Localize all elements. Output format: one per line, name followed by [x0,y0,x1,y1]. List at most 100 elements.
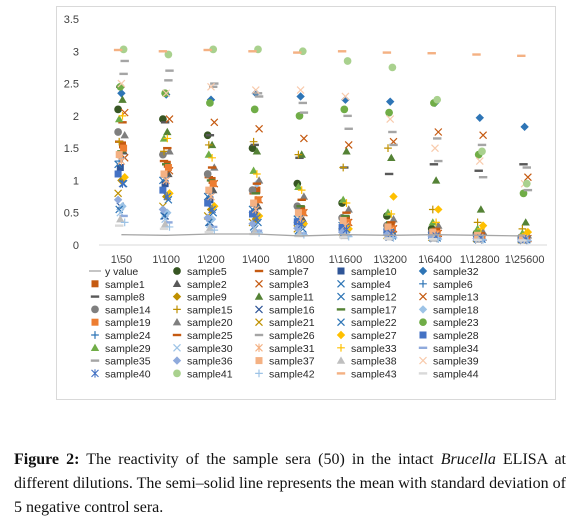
data-point [158,50,168,53]
x-tick-label: 1\200 [197,254,225,266]
legend-label: sample40 [105,368,151,380]
data-point [204,141,213,149]
legend-marker [90,359,100,362]
legend-marker [418,305,428,314]
data-point [517,54,526,58]
data-point [342,147,351,155]
legend-item: sample8 [90,292,145,304]
series-sample13 [120,108,532,182]
data-point [164,164,172,172]
data-point [387,210,396,218]
series-sample30 [116,208,528,244]
caption-text-1: The reactivity of the sample sera (50) i… [79,451,441,468]
data-point [521,218,530,226]
legend-marker [173,305,181,314]
legend-label: sample37 [269,356,315,368]
data-point [344,218,352,226]
legend-item: sample29 [90,343,151,355]
legend-label: sample21 [269,317,315,329]
data-point [388,63,397,72]
series-sample32 [117,89,529,132]
data-point [339,195,348,203]
data-point [384,223,392,231]
series-sample36 [113,195,526,245]
legend-marker [337,343,345,352]
legend-marker [172,318,182,326]
series-sample11 [118,95,530,226]
data-point [294,182,303,191]
series-sample3 [120,153,532,243]
legend-marker [418,372,428,375]
series-sample28 [114,170,525,243]
data-point [389,143,398,147]
data-point [296,205,305,208]
data-point [338,224,346,232]
data-point [294,150,303,159]
legend-marker [91,305,99,314]
data-point [163,134,172,143]
series-sample8 [116,85,528,176]
data-point [433,95,442,104]
series-sample42 [120,218,532,245]
data-point [114,128,122,136]
data-point [118,121,127,124]
data-point [295,112,304,120]
data-point [204,150,213,158]
data-point [118,112,127,120]
series-sample38 [116,214,528,244]
series-sample35 [120,59,533,192]
data-point [203,213,212,223]
x-tick-label: 1\3200 [373,254,407,266]
legend-item: sample43 [336,368,397,380]
data-point [253,229,263,232]
data-point [205,224,215,232]
series-sample14 [114,128,526,243]
legend-label: sample5 [187,266,227,278]
data-point [163,192,172,201]
legend-label: sample6 [433,279,473,291]
series-sample24 [117,153,529,243]
data-point [522,166,531,169]
data-point [209,180,217,188]
data-point [209,45,218,54]
legend-item: sample25 [172,330,233,342]
data-point [253,170,261,178]
data-point [296,92,305,101]
data-point [162,176,171,185]
legend-marker [91,280,99,288]
series-sample31 [117,156,529,243]
legend-label: sample31 [269,343,315,355]
series-sample39 [117,79,529,188]
data-point [119,214,128,218]
data-point [117,79,126,88]
legend-label: sample34 [433,343,479,355]
legend-label: sample24 [105,330,151,342]
data-point [204,199,212,207]
legend-item: sample11 [254,292,314,304]
legend-marker [254,333,264,337]
data-point [120,59,129,63]
data-point [249,137,258,146]
legend-marker [419,318,427,327]
data-point [120,173,129,182]
data-point [119,179,128,188]
legend-label: sample20 [187,317,233,329]
data-point [164,50,173,59]
series-sample40 [118,179,530,244]
legend-label: sample19 [105,317,151,329]
legend-marker [255,318,263,327]
data-point [382,51,392,54]
y-tick-label: 3.5 [64,14,79,26]
figure-caption: Figure 2: The reactivity of the sample s… [14,448,566,520]
data-point [296,86,305,94]
data-point [478,147,486,156]
data-point [119,45,128,54]
data-point [205,134,215,137]
data-point [117,89,126,98]
data-point [115,114,124,123]
series-sample37 [115,151,526,242]
legend-marker [172,292,182,301]
x-tick-label: 1\50 [111,254,132,266]
data-point [203,192,212,201]
data-point [113,195,123,204]
